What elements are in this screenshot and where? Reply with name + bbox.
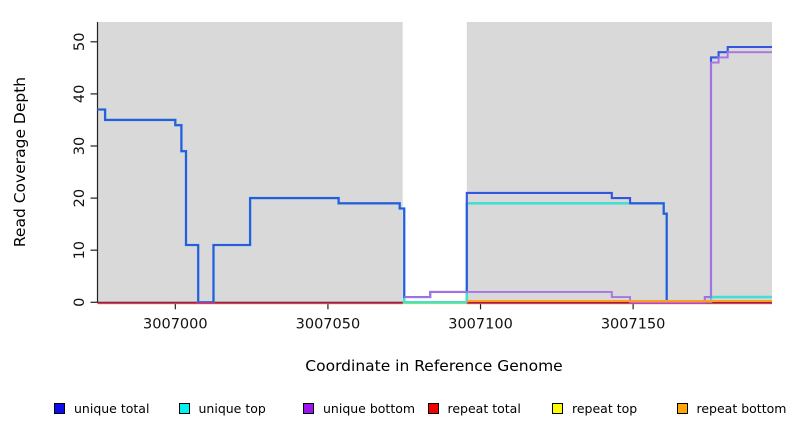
legend-label-repeat-top: repeat top (572, 400, 638, 416)
legend-swatch-repeat-bottom (676, 402, 688, 414)
legend-swatch-unique-total (54, 402, 65, 414)
legend-swatch-unique-bottom (303, 402, 314, 414)
legend-swatch-repeat-top (552, 402, 563, 414)
panel-layer (97, 22, 772, 303)
legend-item-unique-top: unique top (178, 399, 266, 417)
legend-label-repeat-bottom: repeat bottom (696, 400, 787, 416)
legend: unique total unique top unique bottom repea… (0, 399, 792, 419)
series-layer (97, 45, 772, 305)
legend-item-repeat-bottom: repeat bottom (676, 399, 787, 417)
y-tick-label: 20 (72, 189, 88, 207)
x-tick-label: 3007050 (296, 316, 361, 332)
legend-item-repeat-total: repeat total (427, 399, 521, 417)
legend-swatch-repeat-total (427, 402, 439, 414)
y-tick-label: 0 (72, 298, 88, 307)
legend-label-repeat-total: repeat total (447, 400, 521, 416)
legend-label-unique-top: unique top (198, 400, 266, 416)
legend-item-repeat-top: repeat top (552, 399, 637, 417)
y-tick-label: 50 (72, 33, 88, 51)
legend-swatch-unique-top (178, 402, 190, 414)
y-tick-label: 30 (72, 137, 88, 155)
x-tick-label: 3007100 (448, 316, 513, 332)
legend-label-unique-total: unique total (74, 400, 150, 416)
shaded-region (466, 22, 772, 303)
x-axis-title: Coordinate in Reference Genome (305, 357, 562, 375)
x-tick-label: 3007000 (143, 316, 208, 332)
legend-item-unique-bottom: unique bottom (303, 399, 415, 417)
x-tick-label: 3007150 (601, 316, 666, 332)
series-line-unique-bottom (404, 51, 772, 304)
y-tick-label: 40 (72, 85, 88, 103)
legend-item-unique-total: unique total (54, 399, 149, 417)
legend-label-unique-bottom: unique bottom (323, 400, 416, 416)
shaded-region (97, 22, 403, 303)
y-tick-label: 10 (72, 241, 88, 259)
y-axis-title: Read Coverage Depth (11, 77, 29, 247)
